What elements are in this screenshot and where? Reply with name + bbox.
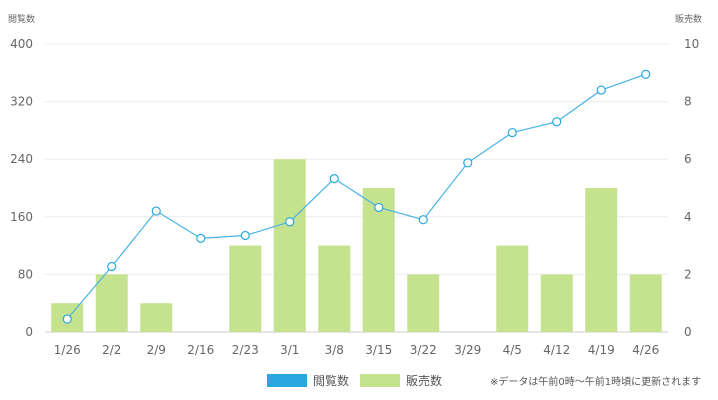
x-tick-label: 2/2 — [102, 343, 121, 357]
y-left-tick-label: 240 — [10, 152, 33, 166]
sales-bar — [496, 245, 529, 332]
legend-label-views: 閲覧数 — [313, 373, 349, 388]
x-tick-label: 3/8 — [325, 343, 344, 357]
x-tick-label: 3/22 — [410, 343, 437, 357]
sales-bar — [407, 274, 440, 332]
sales-bar — [540, 274, 573, 332]
y-left-axis-title: 閲覧数 — [8, 13, 35, 25]
y-right-tick-label: 6 — [684, 152, 692, 166]
y-left-tick-label: 80 — [18, 267, 33, 281]
sales-bar — [95, 274, 128, 332]
views-point — [463, 158, 473, 168]
views-point — [107, 261, 117, 272]
legend-swatch-sales — [360, 374, 400, 387]
axes: 0 80 160 240 320 400 0 2 4 6 8 10 1/26 2/2 2/9 2/16 2/23… — [10, 37, 699, 357]
grid — [45, 43, 668, 333]
views-point — [62, 314, 72, 324]
y-right-tick-label: 2 — [684, 267, 692, 281]
y-left-tick-label: 0 — [25, 325, 33, 339]
x-tick-label: 4/5 — [503, 343, 522, 357]
x-tick-label: 2/9 — [147, 343, 166, 357]
x-tick-label: 4/12 — [543, 343, 570, 357]
x-tick-label: 1/26 — [54, 343, 81, 357]
y-right-axis-title: 販売数 — [675, 13, 702, 25]
views-point — [507, 127, 517, 138]
x-tick-label: 2/23 — [232, 343, 259, 357]
sales-bar — [140, 303, 173, 332]
bar-series — [51, 159, 662, 332]
sales-bar — [629, 274, 662, 332]
views-point — [552, 117, 562, 127]
y-right-tick-label: 10 — [684, 37, 699, 51]
y-right-tick-label: 4 — [684, 210, 692, 224]
x-tick-label: 3/29 — [454, 343, 481, 357]
x-tick-label: 3/1 — [280, 343, 299, 357]
y-left-tick-label: 320 — [10, 95, 33, 109]
y-right-tick-label: 0 — [684, 325, 692, 339]
legend-label-sales: 販売数 — [406, 373, 442, 388]
views-point — [374, 202, 384, 213]
views-point — [196, 233, 206, 243]
y-right-tick-label: 8 — [684, 95, 692, 109]
legend-swatch-views — [267, 374, 307, 387]
sales-bar — [229, 245, 262, 332]
views-point — [285, 217, 295, 227]
views-point — [151, 206, 161, 216]
views-point — [329, 174, 339, 184]
x-tick-label: 2/16 — [187, 343, 214, 357]
x-tick-label: 3/15 — [365, 343, 392, 357]
line-series — [62, 69, 651, 324]
views-point — [641, 69, 651, 79]
sales-bar — [273, 159, 306, 332]
x-tick-label: 4/19 — [588, 343, 615, 357]
views-line — [66, 73, 646, 320]
update-note: ※データは午前0時～午前1時頃に更新されます — [490, 375, 701, 388]
sales-bar — [318, 245, 351, 332]
views-point — [596, 85, 606, 95]
views-point — [418, 215, 428, 225]
y-left-tick-label: 160 — [10, 210, 33, 224]
x-tick-label: 4/26 — [632, 343, 659, 357]
sales-bar — [585, 188, 618, 332]
y-left-tick-label: 400 — [10, 37, 33, 51]
legend: 閲覧数 販売数 — [267, 373, 442, 388]
views-point — [240, 230, 250, 241]
